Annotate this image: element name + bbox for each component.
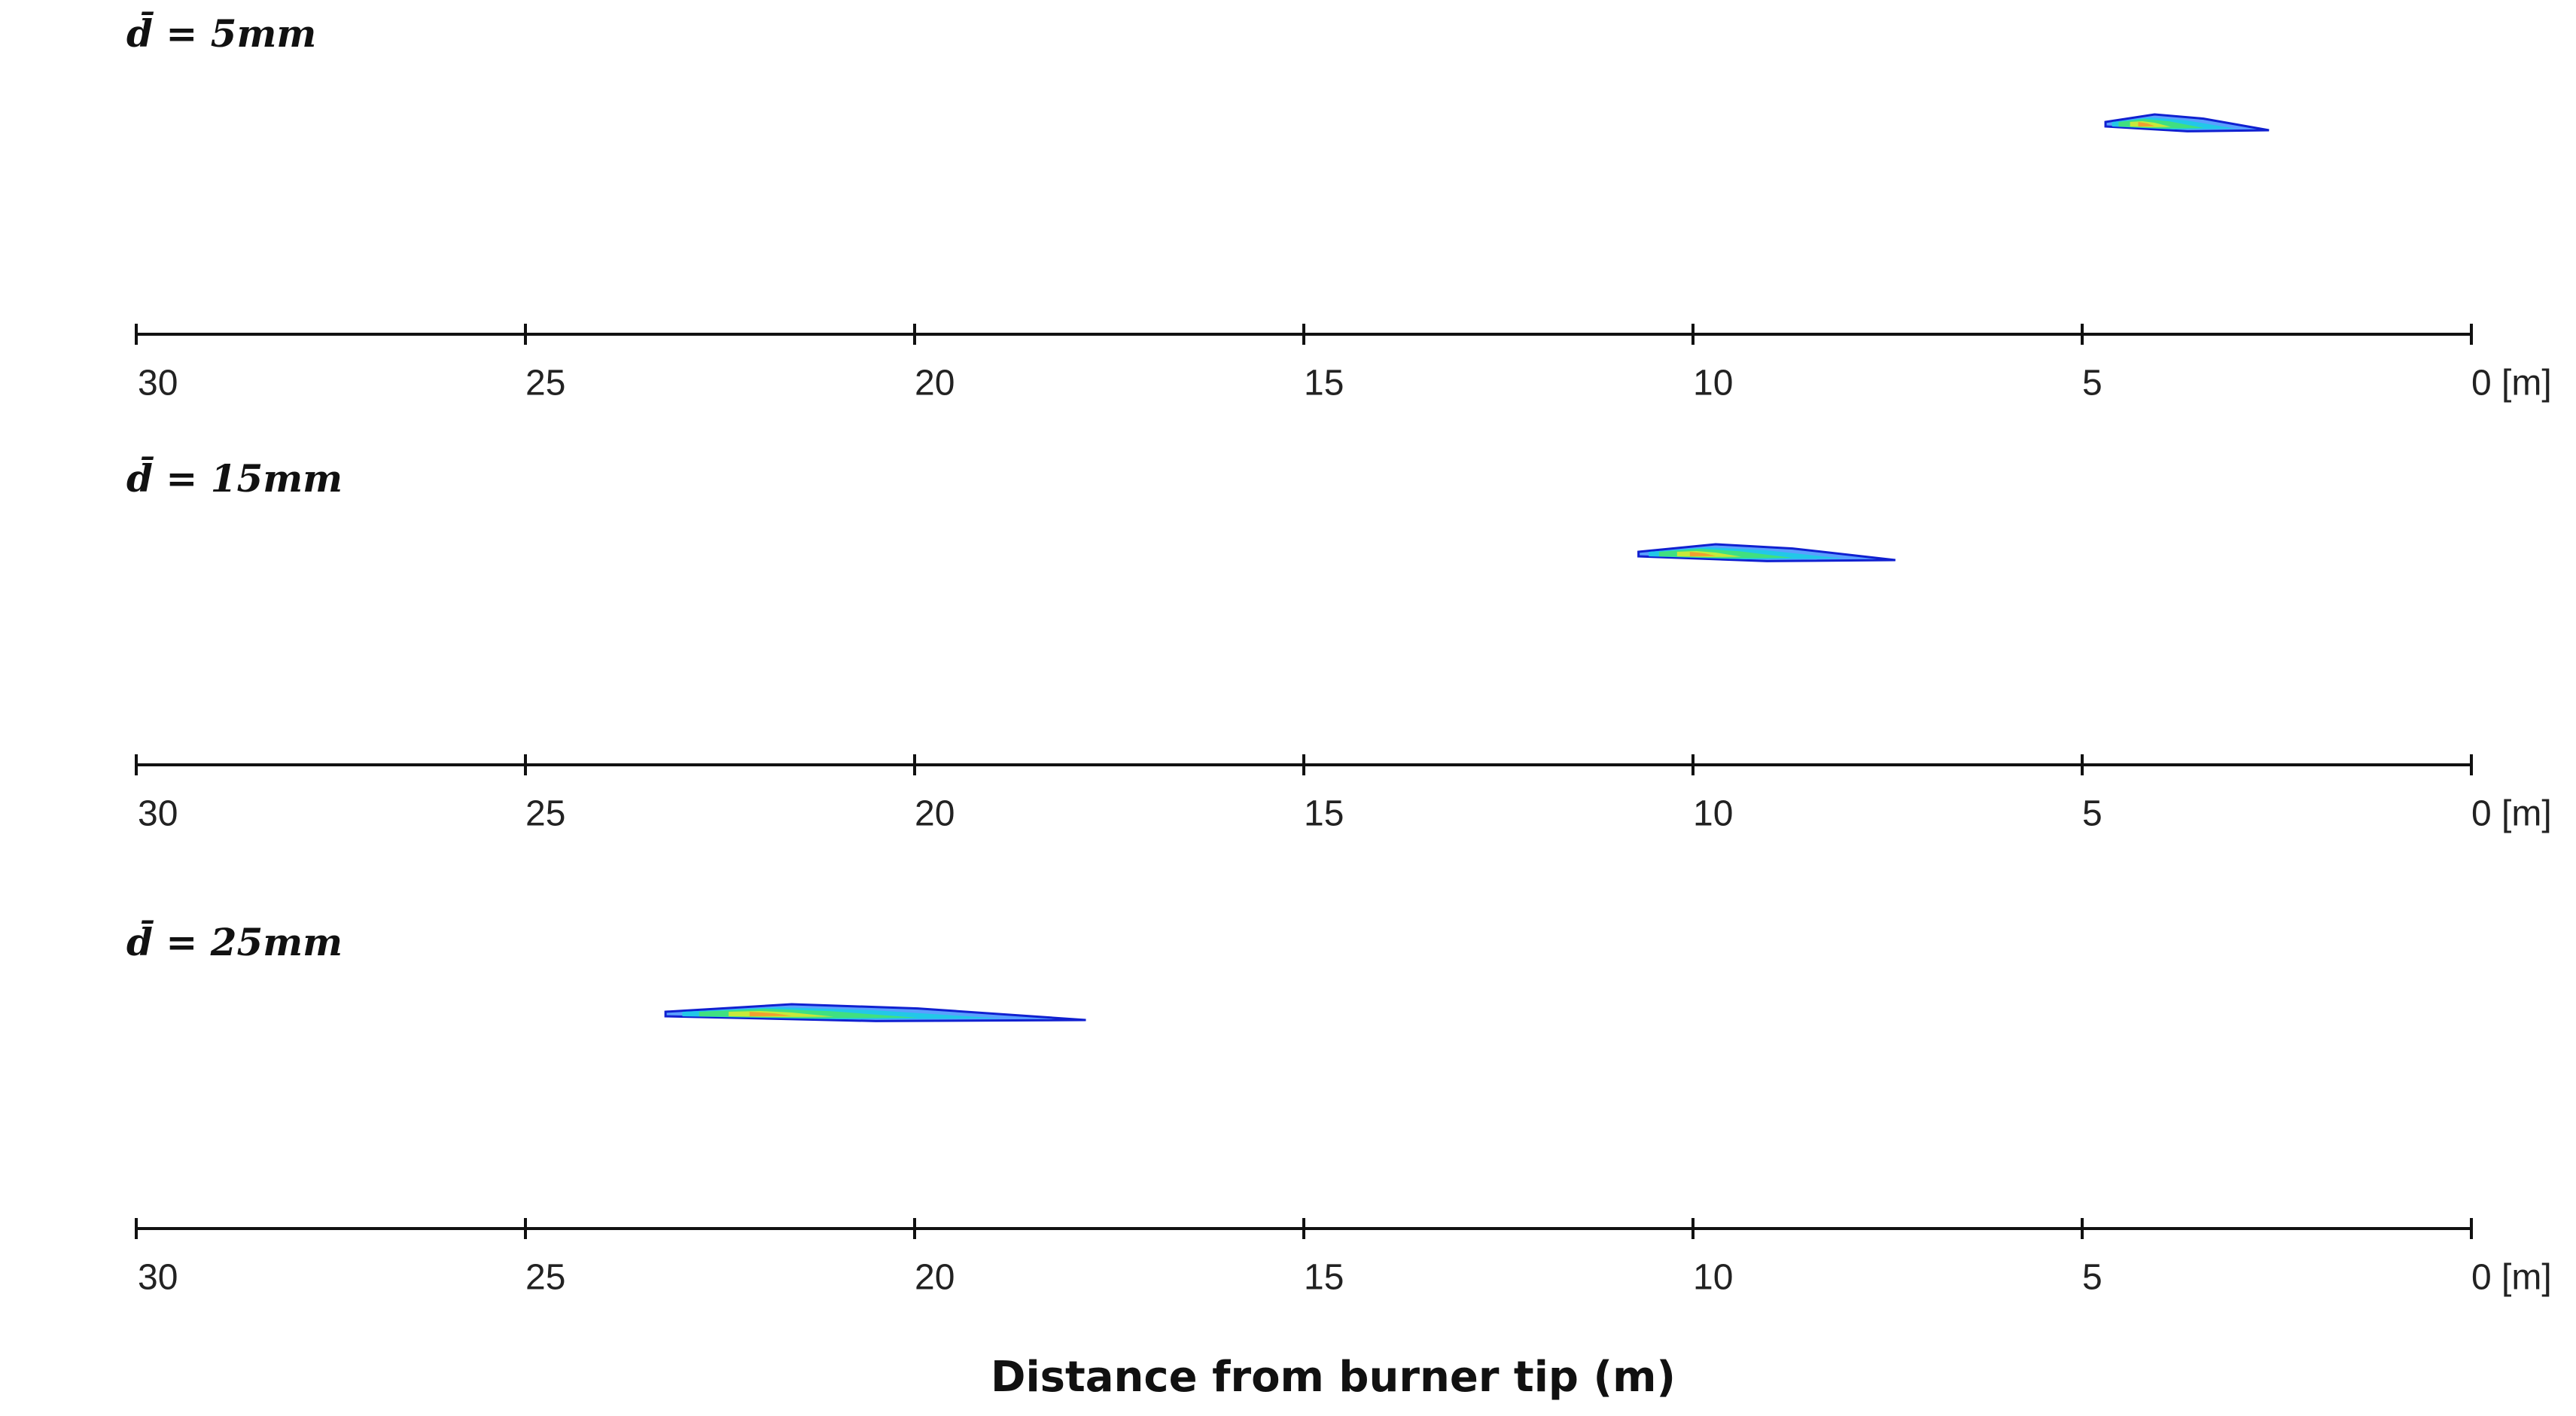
x-tick-label: 20 xyxy=(915,364,955,403)
panel-title: d̄ = 5mm xyxy=(126,11,316,56)
x-tick-label: 0 [m] xyxy=(2471,364,2552,403)
x-tick-label: 15 xyxy=(1304,794,1344,834)
panel-title: d̄ = 25mm xyxy=(126,919,343,964)
x-tick-label: 30 xyxy=(138,794,178,834)
x-tick-label: 10 xyxy=(1693,794,1733,834)
x-tick-label: 0 [m] xyxy=(2471,1258,2552,1298)
x-tick-label: 5 xyxy=(2082,364,2103,403)
x-tick-label: 10 xyxy=(1693,1258,1733,1298)
x-tick-label: 30 xyxy=(138,364,178,403)
x-tick-label: 20 xyxy=(915,1258,955,1298)
x-tick-label: 5 xyxy=(2082,794,2103,834)
x-tick-label: 25 xyxy=(525,794,565,834)
plume-contour xyxy=(749,1012,792,1016)
plume-contour xyxy=(2138,122,2155,126)
panel-title: d̄ = 15mm xyxy=(126,455,343,501)
x-tick-label: 25 xyxy=(525,1258,565,1298)
x-tick-label: 30 xyxy=(138,1258,178,1298)
x-tick-label: 5 xyxy=(2082,1258,2103,1298)
x-tick-label: 20 xyxy=(915,794,955,834)
x-tick-label: 0 [m] xyxy=(2471,794,2552,834)
x-tick-label: 10 xyxy=(1693,364,1733,403)
plume-contour xyxy=(1689,552,1716,556)
x-tick-label: 15 xyxy=(1304,1258,1344,1298)
x-tick-label: 15 xyxy=(1304,364,1344,403)
x-axis-label: Distance from burner tip (m) xyxy=(991,1353,1676,1402)
x-tick-label: 25 xyxy=(525,364,565,403)
